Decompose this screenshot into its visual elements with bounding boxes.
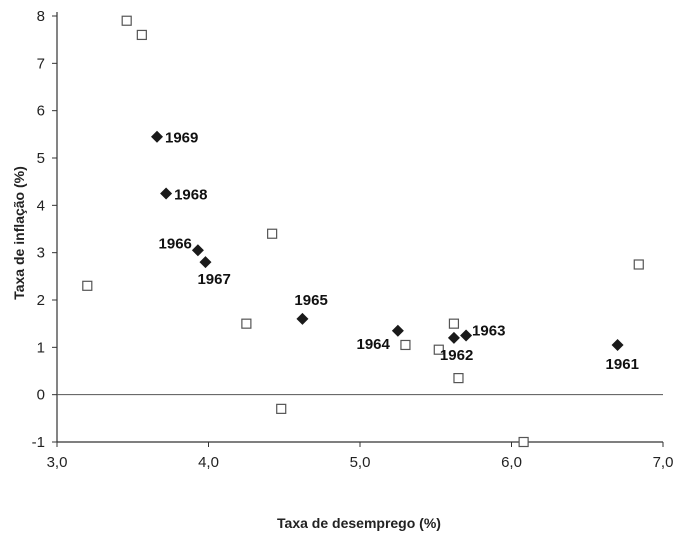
x-tick-label: 5,0: [350, 454, 371, 471]
data-point-diamond: [391, 324, 404, 337]
year-labels-layer: 1961 1962 1963 1964 1965 1966 1967 1968 1969: [159, 130, 639, 373]
x-tick-label: 4,0: [198, 454, 219, 471]
points-layer: [82, 15, 644, 448]
data-point-square: [82, 280, 93, 291]
axes-layer: [52, 12, 664, 447]
data-point-diamond: [447, 331, 460, 344]
data-label: 1967: [197, 271, 230, 288]
data-label: 1966: [159, 235, 192, 252]
y-tick-label: -1: [32, 434, 45, 451]
data-label: 1968: [174, 187, 207, 204]
y-tick-label: 3: [37, 245, 45, 262]
data-point-diamond: [199, 256, 212, 269]
data-point-diamond: [160, 187, 173, 200]
data-point-square: [136, 29, 147, 41]
data-label: 1964: [357, 336, 391, 353]
data-label: 1962: [440, 347, 473, 364]
data-point-square: [448, 318, 460, 329]
data-label: 1969: [165, 130, 198, 147]
data-point-square: [400, 339, 411, 351]
x-axis-title: Taxa de desemprego (%): [277, 515, 441, 531]
y-axis-title: Taxa de inflação (%): [11, 166, 27, 300]
data-point-diamond: [150, 130, 163, 143]
y-tick-label: 0: [37, 387, 45, 404]
data-point-square: [453, 373, 464, 384]
data-point-square: [433, 344, 444, 355]
data-point-square: [633, 259, 644, 270]
y-tick-label: 2: [37, 292, 45, 309]
y-tick-label: 8: [37, 8, 45, 25]
data-point-diamond: [296, 312, 309, 325]
data-point-square: [518, 436, 529, 448]
y-tick-label: 5: [37, 150, 45, 167]
y-tick-label: 1: [37, 339, 45, 356]
data-point-square: [276, 403, 287, 414]
data-point-square: [121, 15, 132, 26]
data-point-diamond: [191, 244, 204, 257]
y-tick-label: 4: [37, 197, 45, 214]
data-label: 1965: [294, 292, 327, 309]
x-tick-label: 6,0: [501, 454, 522, 471]
x-tick-label: 3,0: [47, 454, 68, 471]
data-point-diamond: [460, 329, 473, 342]
y-tick-label: 7: [37, 55, 45, 72]
data-point-square: [267, 228, 278, 239]
tick-labels-layer: -1 0 1 2 3 4 5 6 7 8 3,0 4,0 5,0 6,0 7,0: [32, 8, 674, 471]
data-point-diamond: [611, 338, 624, 351]
data-label: 1961: [606, 356, 639, 373]
data-point-square: [241, 318, 252, 329]
x-tick-label: 7,0: [653, 454, 674, 471]
data-label: 1963: [472, 323, 505, 340]
y-tick-label: 6: [37, 103, 45, 120]
